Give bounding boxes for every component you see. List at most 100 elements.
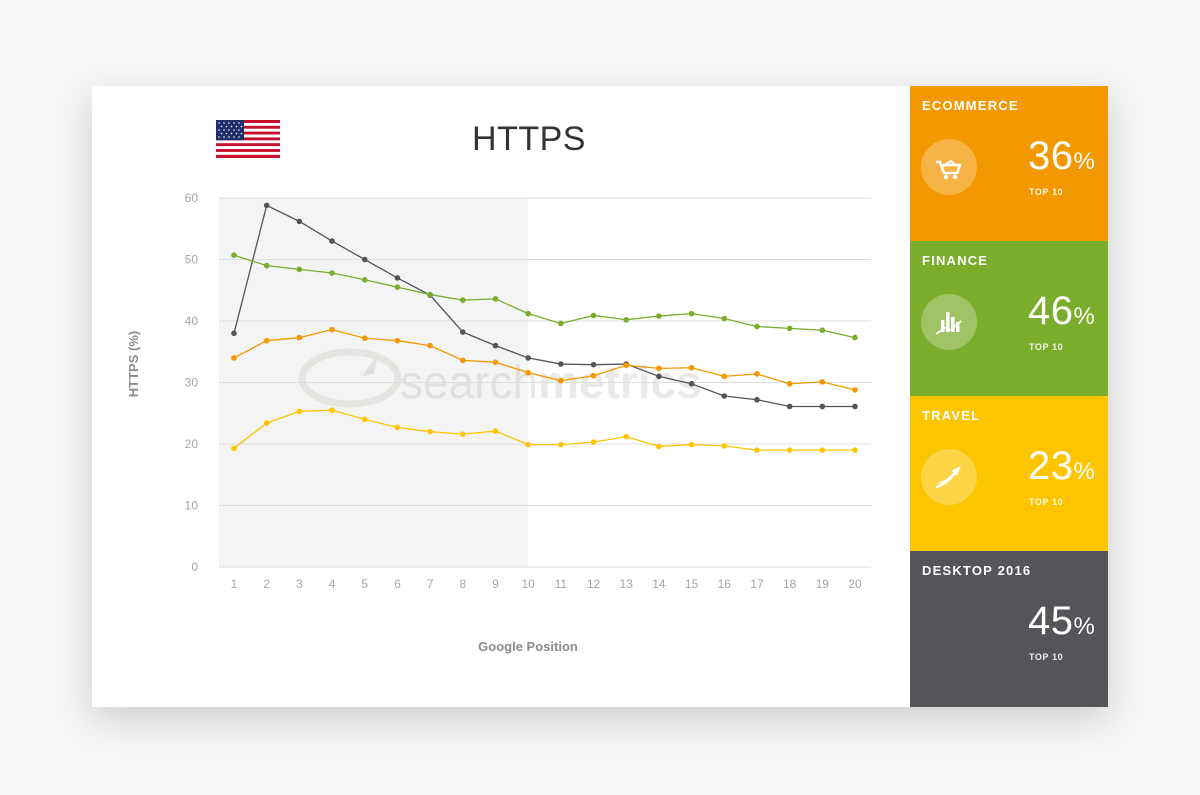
finance-point <box>394 284 401 290</box>
desktop-point <box>296 218 303 225</box>
travel-line <box>233 409 855 451</box>
desktop-point <box>329 238 335 244</box>
finance-point <box>459 297 466 303</box>
travel-value: 23% <box>1028 444 1096 488</box>
y-tick-label: 20 <box>185 437 199 451</box>
ecommerce-point <box>721 373 728 380</box>
finance-label: FINANCE <box>922 253 989 268</box>
finance-point <box>721 315 728 322</box>
travel-point <box>852 447 858 453</box>
desktop-point <box>590 361 597 368</box>
desktop-point <box>656 373 662 380</box>
ecommerce-point <box>263 337 270 344</box>
ecommerce-point <box>231 355 237 361</box>
finance-value: 46% <box>1028 289 1096 333</box>
x-tick-label: 3 <box>296 577 303 591</box>
travel-point <box>656 443 662 450</box>
ecommerce-point <box>394 337 401 344</box>
ecommerce-point <box>296 334 303 341</box>
travel-point <box>688 441 695 448</box>
desktop-point <box>263 202 270 209</box>
finance-series <box>231 252 858 341</box>
desktop-series <box>231 202 858 410</box>
finance-point <box>361 276 368 283</box>
x-tick-label: 9 <box>492 577 499 591</box>
desktop-point <box>688 380 695 387</box>
desktop-value: 45% <box>1028 599 1096 643</box>
ecommerce-point <box>688 364 695 371</box>
ecommerce-point <box>623 362 630 369</box>
x-tick-label: 16 <box>718 577 732 591</box>
finance-point <box>329 270 335 276</box>
finance-point <box>656 313 662 319</box>
finance-point <box>525 310 531 317</box>
travel-panel: TRAVEL 23% TOP 10 <box>910 396 1108 551</box>
finance-line <box>233 254 856 339</box>
travel-point <box>623 433 630 440</box>
finance-point <box>492 296 499 302</box>
sector-sidebar: ECOMMERCE 36% TOP 10 FINANCE <box>910 86 1108 707</box>
x-tick-label: 15 <box>685 577 699 591</box>
ecommerce-point <box>819 379 826 385</box>
finance-point <box>231 252 237 258</box>
travel-point <box>427 428 433 435</box>
ecommerce-point <box>361 335 368 342</box>
desktop-point <box>852 403 858 410</box>
travel-point <box>590 439 597 445</box>
desktop-point <box>492 342 499 349</box>
ecommerce-point <box>427 342 433 349</box>
ecommerce-point <box>656 365 662 372</box>
desktop-sub: TOP 10 <box>1029 652 1064 662</box>
ecommerce-series <box>231 326 858 393</box>
desktop-point <box>754 396 760 403</box>
travel-point <box>721 443 728 449</box>
ecommerce-point <box>329 326 335 333</box>
travel-point <box>329 407 335 413</box>
x-tick-label: 12 <box>587 577 601 591</box>
ecommerce-point <box>558 377 564 384</box>
x-axis-label: Google Position <box>478 639 578 654</box>
finance-point <box>786 325 793 332</box>
bar-chart-icon <box>921 294 977 350</box>
travel-point <box>394 424 401 431</box>
finance-point <box>852 334 858 341</box>
y-tick-label: 40 <box>185 314 199 328</box>
travel-point <box>459 431 466 437</box>
ecommerce-line <box>233 328 856 391</box>
finance-point <box>688 310 695 317</box>
finance-panel: FINANCE 46% TOP 10 <box>910 241 1108 396</box>
desktop-point <box>394 275 401 281</box>
ecommerce-value: 36% <box>1028 134 1096 178</box>
ecommerce-point <box>525 369 531 376</box>
ecommerce-panel: ECOMMERCE 36% TOP 10 <box>910 86 1108 241</box>
airplane-icon <box>921 449 977 505</box>
desktop-point <box>231 330 237 337</box>
ecommerce-label: ECOMMERCE <box>922 98 1019 113</box>
finance-sub: TOP 10 <box>1029 342 1064 352</box>
y-tick-label: 30 <box>185 376 199 390</box>
x-tick-label: 17 <box>750 577 764 591</box>
travel-point <box>263 420 270 426</box>
x-tick-label: 5 <box>361 577 368 591</box>
x-tick-label: 13 <box>620 577 634 591</box>
ecommerce-point <box>786 380 793 387</box>
desktop-point <box>819 403 826 410</box>
x-tick-label: 14 <box>652 577 666 591</box>
desktop-point <box>361 256 368 263</box>
desktop-line <box>233 204 855 408</box>
x-tick-label: 7 <box>427 577 434 591</box>
travel-point <box>361 416 368 423</box>
x-tick-label: 20 <box>848 577 862 591</box>
y-tick-label: 60 <box>185 191 199 205</box>
shopping-cart-icon <box>921 139 977 195</box>
chart-area: searchmetrics 0 10 20 30 40 50 60 1 2 3 4 5 6 7 8 9 10 1… <box>92 86 910 707</box>
y-axis-label: HTTPS (%) <box>126 331 141 397</box>
finance-point <box>754 323 760 330</box>
chart-title: HTTPS <box>472 120 586 158</box>
travel-point <box>296 408 303 415</box>
finance-point <box>590 312 597 319</box>
us-flag-icon <box>216 120 280 158</box>
finance-point <box>427 291 433 298</box>
x-tick-label: 18 <box>783 577 797 591</box>
travel-point <box>754 447 760 453</box>
